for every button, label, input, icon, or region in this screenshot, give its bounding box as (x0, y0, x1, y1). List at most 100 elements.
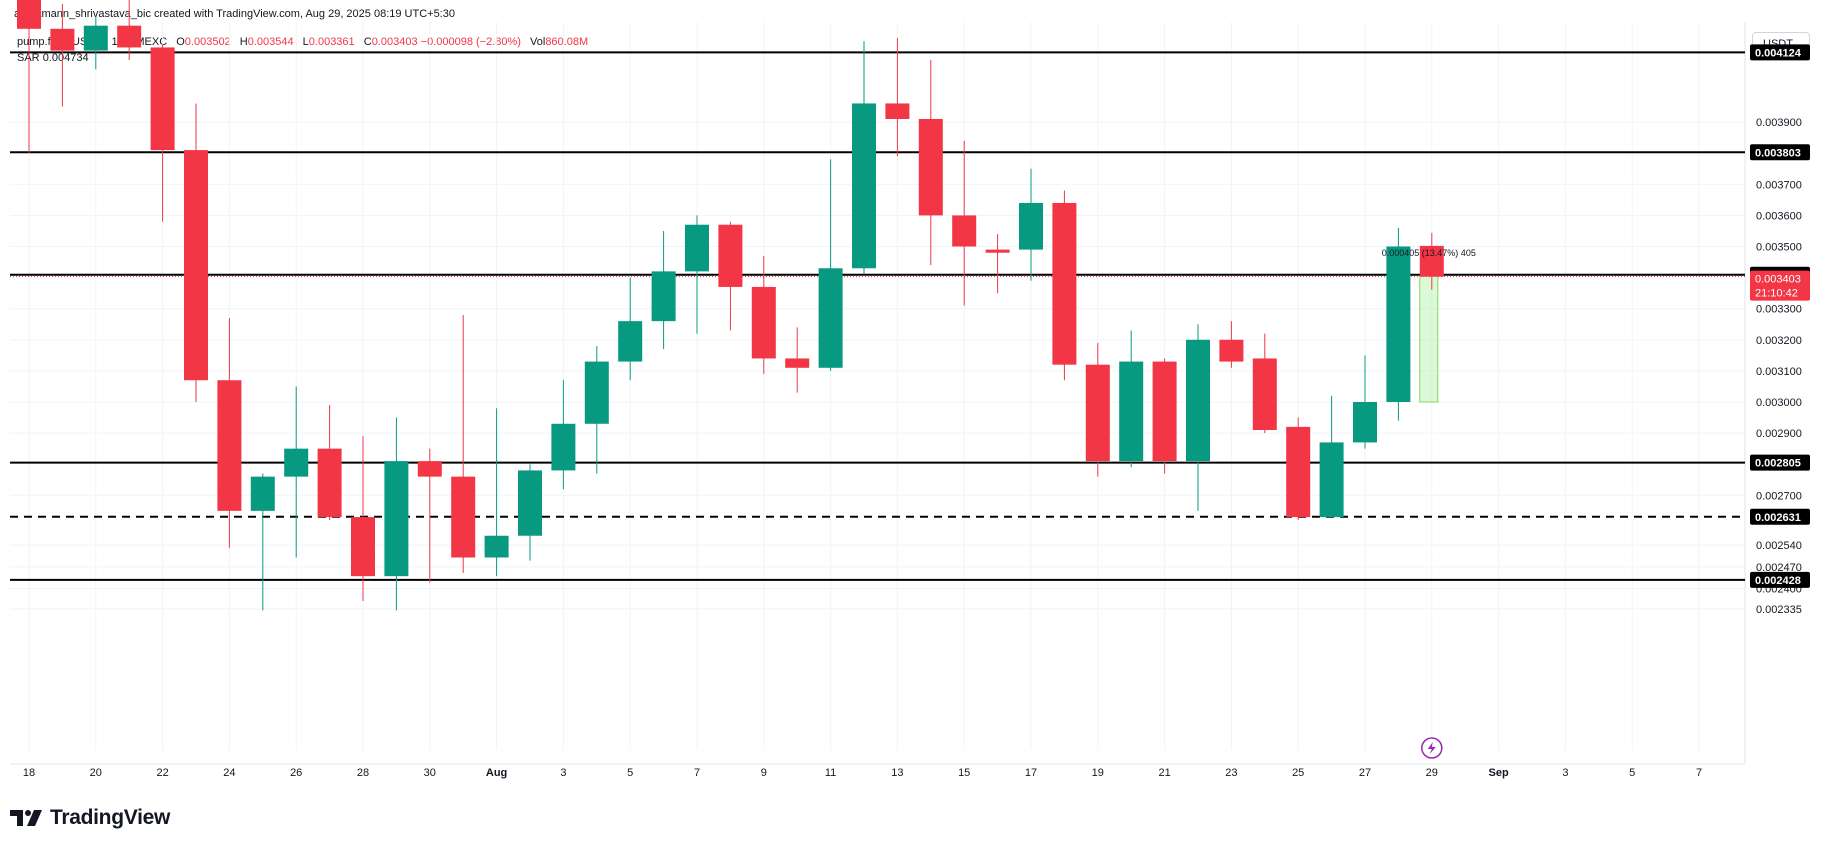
level-price-tag (1750, 144, 1810, 161)
price-tick-label: 0.002540 (1756, 540, 1802, 552)
level-price-tag (1750, 508, 1810, 525)
candle-body[interactable] (985, 249, 1010, 253)
measurement-label: 0.000405 (13.47%) 405 (1382, 248, 1476, 258)
candle-body[interactable] (718, 224, 743, 287)
candlestick-chart[interactable]: 0.0023350.0024000.0024700.0025400.002700… (0, 0, 1825, 800)
candle-body[interactable] (1319, 442, 1344, 518)
time-tick-label: 3 (560, 767, 566, 779)
price-tick-label: 0.003700 (1756, 179, 1802, 191)
low-label: L (302, 36, 309, 48)
price-tick-label: 0.003500 (1756, 242, 1802, 254)
candle-body[interactable] (952, 215, 977, 247)
candle-body[interactable] (1419, 245, 1444, 277)
lightning-bolt-glyph (1427, 742, 1436, 754)
price-tick-label: 0.003300 (1756, 304, 1802, 316)
candle-body[interactable] (451, 476, 476, 558)
time-tick-label: 28 (357, 767, 369, 779)
time-tick-label: 30 (424, 767, 436, 779)
tradingview-logo[interactable]: TradingView (10, 806, 170, 830)
time-tick-label: 21 (1158, 767, 1170, 779)
open-label: O (176, 36, 185, 48)
level-price-tag-label: 0.002631 (1755, 512, 1801, 524)
candle-body[interactable] (83, 25, 108, 51)
time-tick-label: 25 (1292, 767, 1304, 779)
close-value: 0.003403 (371, 36, 418, 48)
last-price-tag (1750, 270, 1810, 301)
time-tick-label: 26 (290, 767, 302, 779)
time-tick-label: 15 (958, 767, 970, 779)
high-label: H (239, 36, 248, 48)
candle-body[interactable] (818, 268, 843, 368)
level-price-tag-label: 0.002805 (1755, 458, 1801, 470)
level-price-tag (1750, 454, 1810, 471)
price-tick-label: 0.003600 (1756, 210, 1802, 222)
last-price-tag-label: 0.003403 (1755, 274, 1801, 286)
candle-body[interactable] (584, 361, 609, 424)
change-value: −0.000098 (−2.80%) (420, 36, 521, 48)
chart-credit: aaryamann_shrivastava_bic created with T… (14, 8, 455, 20)
time-tick-label: 7 (1696, 767, 1702, 779)
measurement-box[interactable] (1419, 275, 1439, 403)
candle-body[interactable] (852, 103, 876, 269)
time-tick-label: 24 (223, 767, 235, 779)
time-tick-label: 5 (1629, 767, 1635, 779)
candle-body[interactable] (1052, 202, 1077, 365)
candle-body[interactable] (150, 47, 175, 151)
time-tick-label: 5 (627, 767, 633, 779)
candle-body[interactable] (651, 271, 676, 322)
candle-body[interactable] (1386, 246, 1411, 403)
candle-body[interactable] (551, 423, 576, 471)
time-tick-label: Aug (486, 767, 507, 779)
low-value: 0.003361 (308, 36, 355, 48)
time-tick-label: 11 (825, 767, 836, 779)
sar-value: 0.004734 (42, 52, 89, 64)
candle-body[interactable] (250, 476, 275, 511)
candle-body[interactable] (685, 224, 709, 272)
candle-body[interactable] (1219, 339, 1244, 362)
price-tick-label: 0.003100 (1756, 366, 1802, 378)
close-label: C (363, 36, 372, 48)
time-tick-label: 17 (1025, 767, 1037, 779)
candle-body[interactable] (384, 461, 409, 577)
price-tick-label: 0.002700 (1756, 490, 1802, 502)
time-tick-label: 13 (891, 767, 903, 779)
time-tick-label: 20 (90, 767, 102, 779)
time-tick-label: Sep (1489, 767, 1509, 779)
candle-body[interactable] (117, 25, 142, 48)
candle-body[interactable] (518, 470, 542, 536)
candle-body[interactable] (484, 535, 509, 558)
time-tick-label: 23 (1225, 767, 1237, 779)
candle-body[interactable] (317, 448, 342, 518)
candle-body[interactable] (1085, 364, 1110, 462)
candle-body[interactable] (217, 380, 242, 511)
candle-body[interactable] (885, 103, 910, 119)
price-tick-label: 0.002900 (1756, 428, 1802, 440)
candle-body[interactable] (751, 286, 776, 359)
time-tick-label: 7 (694, 767, 700, 779)
candle-body[interactable] (50, 28, 75, 51)
logo-text: TradingView (50, 806, 171, 829)
candle-body[interactable] (184, 150, 208, 381)
candle-body[interactable] (785, 358, 810, 368)
candle-body[interactable] (17, 0, 41, 29)
candle-body[interactable] (1252, 358, 1277, 430)
level-price-tag-label: 0.003803 (1755, 147, 1801, 159)
candle-body[interactable] (618, 321, 643, 362)
time-tick-label: 9 (761, 767, 767, 779)
price-tick-label: 0.002470 (1756, 562, 1802, 574)
price-tick-label: 0.003900 (1756, 117, 1802, 129)
high-value: 0.003544 (247, 36, 294, 48)
level-price-tag-label: 0.002428 (1755, 575, 1801, 587)
candle-body[interactable] (351, 517, 375, 577)
candle-body[interactable] (417, 461, 442, 477)
candle-body[interactable] (1186, 339, 1210, 462)
candle-body[interactable] (1286, 426, 1311, 518)
candle-body[interactable] (918, 118, 943, 216)
sar-legend[interactable]: SAR 0.004734 (17, 52, 89, 64)
candle-body[interactable] (1119, 361, 1144, 462)
candle-body[interactable] (1019, 202, 1043, 250)
candle-body[interactable] (1152, 361, 1177, 462)
candle-body[interactable] (1353, 402, 1377, 443)
candle-body[interactable] (284, 448, 309, 477)
sar-label: SAR (17, 52, 40, 64)
